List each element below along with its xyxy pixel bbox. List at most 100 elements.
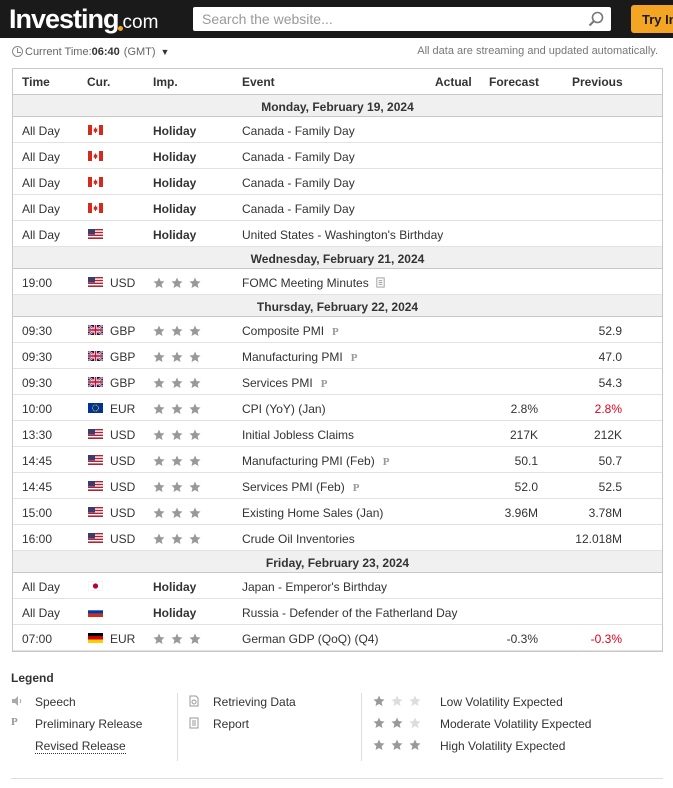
event-currency: USD: [110, 276, 136, 290]
event-currency: USD: [110, 428, 136, 442]
event-currency: USD: [110, 454, 136, 468]
event-name-cell: Services PMI (Feb) P: [242, 480, 359, 494]
star-icon: [189, 377, 201, 388]
event-name[interactable]: Initial Jobless Claims: [242, 428, 355, 442]
event-time: All Day: [22, 580, 61, 594]
preliminary-icon: P: [352, 482, 360, 494]
col-forecast: Forecast: [489, 75, 540, 89]
event-name[interactable]: Composite PMI: [242, 324, 325, 338]
event-name[interactable]: United States - Washington's Birthday: [242, 228, 444, 242]
event-forecast: 2.8%: [510, 402, 538, 416]
preliminary-icon: P: [350, 352, 358, 364]
table-row[interactable]: 13:30 USD Initial Jobless Claims 217K 212K: [13, 421, 662, 447]
event-previous: 54.3: [598, 376, 622, 390]
star-icon: [189, 429, 201, 440]
table-row[interactable]: All Day Holiday Canada - Family Day: [13, 143, 662, 169]
event-name[interactable]: Canada - Family Day: [242, 176, 355, 190]
legend-low: Low Volatility Expected: [373, 693, 663, 715]
star-icon: [189, 351, 201, 362]
table-row[interactable]: All Day Holiday Canada - Family Day: [13, 117, 662, 143]
legend-col-2: Retrieving Data Report: [188, 693, 358, 737]
table-row[interactable]: 07:00 EUR German GDP (QoQ) (Q4) -0.3% -0.3%: [13, 625, 662, 651]
event-name-cell: Japan - Emperor's Birthday: [242, 580, 387, 594]
event-name[interactable]: Russia - Defender of the Fatherland Day: [242, 606, 458, 620]
search-icon[interactable]: [587, 10, 605, 28]
event-name[interactable]: Services PMI (Feb): [242, 480, 345, 494]
event-currency: USD: [110, 480, 136, 494]
high-volatility-stars: [373, 739, 433, 751]
flag-gb-icon: [88, 325, 103, 335]
event-importance: Holiday: [153, 228, 197, 242]
table-row[interactable]: 14:45 USD Manufacturing PMI (Feb) P 50.1 50.7: [13, 447, 662, 473]
try-button[interactable]: Try In: [631, 5, 673, 33]
legend-revised-label: Revised Release: [35, 739, 126, 754]
event-name[interactable]: Canada - Family Day: [242, 202, 355, 216]
table-row[interactable]: 15:00 USD Existing Home Sales (Jan) 3.96M 3.…: [13, 499, 662, 525]
economic-calendar-table: Time Cur. Imp. Event Actual Forecast Pre…: [12, 68, 663, 652]
event-previous: 12.018M: [575, 532, 622, 546]
investing-logo[interactable]: Investing com: [9, 4, 158, 35]
flag-us-icon: [88, 481, 103, 491]
search-input[interactable]: [193, 7, 573, 31]
table-row[interactable]: 09:30 GBP Manufacturing PMI P 47.0: [13, 343, 662, 369]
star-icon: [189, 507, 201, 518]
event-currency: GBP: [110, 350, 136, 364]
event-importance: Holiday: [153, 580, 197, 594]
star-icon: [153, 325, 165, 336]
importance-stars: [153, 351, 207, 365]
event-name[interactable]: Manufacturing PMI (Feb): [242, 454, 375, 468]
event-name[interactable]: Canada - Family Day: [242, 124, 355, 138]
table-row[interactable]: 14:45 USD Services PMI (Feb) P 52.0 52.5: [13, 473, 662, 499]
chevron-down-icon[interactable]: ▼: [160, 47, 170, 57]
event-currency: USD: [110, 506, 136, 520]
table-row[interactable]: 09:30 GBP Services PMI P 54.3: [13, 369, 662, 395]
flag-de-icon: [88, 633, 103, 643]
legend-preliminary: P Preliminary Release: [11, 715, 181, 737]
event-name[interactable]: FOMC Meeting Minutes: [242, 276, 369, 290]
importance-stars: [153, 455, 207, 469]
bottom-divider: [11, 778, 663, 779]
event-time: 09:30: [22, 350, 53, 364]
star-icon: [189, 455, 201, 466]
star-icon: [189, 277, 201, 288]
table-row[interactable]: 16:00 USD Crude Oil Inventories 12.018M: [13, 525, 662, 551]
star-icon: [153, 533, 165, 544]
event-importance: Holiday: [153, 124, 197, 138]
table-row[interactable]: All Day Holiday United States - Washington…: [13, 221, 662, 247]
current-time-label: Current Time:: [25, 46, 92, 58]
star-icon: [153, 377, 165, 388]
event-name[interactable]: Canada - Family Day: [242, 150, 355, 164]
legend-revised: Revised Release: [11, 737, 181, 759]
table-row[interactable]: All Day Holiday Canada - Family Day: [13, 169, 662, 195]
table-row[interactable]: 09:30 GBP Composite PMI P 52.9: [13, 317, 662, 343]
table-row[interactable]: 19:00 USD FOMC Meeting Minutes: [13, 269, 662, 295]
preliminary-icon: P: [320, 378, 328, 390]
event-name[interactable]: Japan - Emperor's Birthday: [242, 580, 388, 594]
star-icon: [189, 633, 201, 644]
preliminary-icon: P: [382, 456, 390, 468]
table-row[interactable]: All Day Holiday Canada - Family Day: [13, 195, 662, 221]
star-icon: [391, 717, 403, 728]
flag-us-icon: [88, 277, 103, 287]
importance-stars: [153, 429, 207, 443]
speaker-icon: [12, 696, 22, 706]
event-name[interactable]: Crude Oil Inventories: [242, 532, 355, 546]
event-time: All Day: [22, 176, 61, 190]
table-row[interactable]: All Day Holiday Russia - Defender of the F…: [13, 599, 662, 625]
col-previous: Previous: [572, 75, 623, 89]
event-name[interactable]: CPI (YoY) (Jan): [242, 402, 326, 416]
star-icon: [189, 403, 201, 414]
legend-retrieving-label: Retrieving Data: [213, 695, 296, 709]
event-previous: 52.9: [598, 324, 622, 338]
table-row[interactable]: 10:00 EUR CPI (YoY) (Jan) 2.8% 2.8%: [13, 395, 662, 421]
event-name[interactable]: Existing Home Sales (Jan): [242, 506, 384, 520]
event-name[interactable]: German GDP (QoQ) (Q4): [242, 632, 379, 646]
star-icon: [409, 717, 421, 728]
timezone-label[interactable]: (GMT): [123, 46, 156, 58]
event-name[interactable]: Manufacturing PMI: [242, 350, 343, 364]
table-row[interactable]: All Day Holiday Japan - Emperor's Birthday: [13, 573, 662, 599]
streaming-note: All data are streaming and updated autom…: [417, 45, 658, 57]
star-icon: [153, 429, 165, 440]
event-name[interactable]: Services PMI: [242, 376, 313, 390]
event-name-cell: Manufacturing PMI (Feb) P: [242, 454, 389, 468]
